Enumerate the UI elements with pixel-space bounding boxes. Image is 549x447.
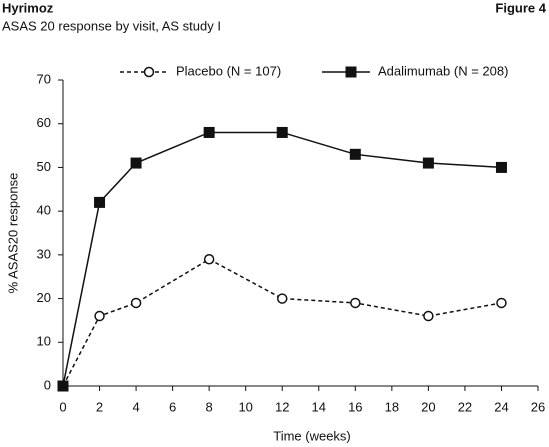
chart-title: Hyrimoz <box>2 0 54 15</box>
x-tick-label: 10 <box>238 399 252 414</box>
legend-marker <box>143 66 155 78</box>
y-tick-label: 70 <box>37 71 51 86</box>
x-tick-label: 2 <box>96 399 103 414</box>
data-point <box>203 126 215 138</box>
x-tick-label: 0 <box>59 399 66 414</box>
x-tick-label: 16 <box>348 399 362 414</box>
y-tick-label: 20 <box>37 290 51 305</box>
x-tick-label: 12 <box>275 399 289 414</box>
data-point <box>350 297 361 309</box>
legend-marker <box>345 66 357 78</box>
y-tick-label: 50 <box>37 159 51 174</box>
y-tick-label: 0 <box>44 377 51 392</box>
data-point <box>495 161 507 173</box>
y-tick-label: 30 <box>37 246 51 261</box>
x-tick-label: 14 <box>312 399 326 414</box>
series-line <box>62 258 502 387</box>
x-tick-label: 20 <box>421 399 435 414</box>
y-tick-label: 40 <box>37 203 51 218</box>
data-point <box>130 297 142 309</box>
x-tick-label: 8 <box>206 399 213 414</box>
x-tick-label: 6 <box>169 399 176 414</box>
data-point <box>94 196 106 208</box>
x-tick-label: 18 <box>385 399 399 414</box>
x-tick-label: 26 <box>531 399 545 414</box>
y-tick-label: 10 <box>37 334 51 349</box>
data-point <box>349 148 361 160</box>
legend-label: Adalimumab (N = 208) <box>378 63 508 78</box>
figure-label: Figure 4 <box>495 0 546 15</box>
data-point <box>496 297 507 309</box>
data-point <box>276 293 288 304</box>
x-tick-label: 4 <box>132 399 139 414</box>
x-tick-label: 24 <box>494 399 508 414</box>
legend-label: Placebo (N = 107) <box>176 63 281 78</box>
y-axis-label: % ASAS20 response <box>5 173 20 294</box>
x-tick-label: 22 <box>458 399 472 414</box>
data-point <box>94 310 105 322</box>
data-point <box>130 157 142 169</box>
data-point <box>423 310 434 322</box>
data-point <box>57 380 69 392</box>
y-tick-label: 60 <box>37 115 51 130</box>
data-point <box>203 253 215 265</box>
data-point <box>422 157 434 169</box>
chart-subtitle: ASAS 20 response by visit, AS study I <box>2 18 221 33</box>
series-line <box>62 131 502 387</box>
data-point <box>276 126 288 138</box>
x-axis-label: Time (weeks) <box>273 428 351 443</box>
